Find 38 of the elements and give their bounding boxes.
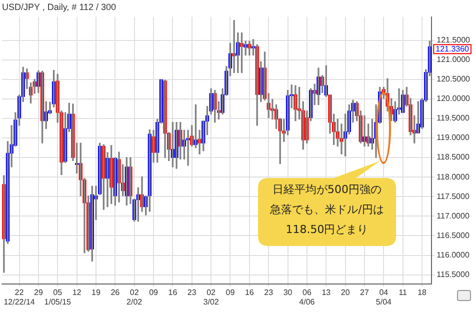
y-tick-label: 121.5000: [436, 35, 471, 44]
x-tick-label: 02 3/02: [203, 288, 220, 306]
y-tick-label: 118.0000: [436, 172, 470, 182]
y-tick-label: 120.5000: [436, 74, 471, 84]
x-tick-label: 27: [360, 288, 370, 297]
x-tick-label: 05 1/05/15: [44, 288, 72, 306]
x-tick-label: 23: [264, 288, 274, 297]
y-tick-label: 117.5000: [436, 192, 470, 201]
x-tick-label: 22 12/22/14: [4, 288, 36, 306]
x-tick-label: 11: [398, 288, 408, 297]
x-tick-label: 09: [149, 288, 159, 297]
y-tick-label: 120.0000: [436, 94, 471, 104]
x-tick-label: 23: [187, 288, 197, 297]
x-tick-label: 09: [226, 288, 236, 297]
x-tick-label: 18: [418, 288, 428, 297]
y-tick-label: 116.5000: [436, 230, 470, 240]
x-tick-label: 20: [340, 288, 350, 297]
x-tick-label: 13: [322, 288, 332, 297]
y-tick-label: 121.0000: [436, 55, 471, 64]
y-tick-label: 117.0000: [436, 211, 470, 220]
y-tick-label: 119.0000: [436, 133, 470, 142]
x-tick-label: 02 2/02: [126, 288, 143, 306]
x-tick-label: 04 5/04: [376, 288, 392, 306]
y-tick-label: 118.5000: [436, 152, 470, 162]
x-tick-label: 19: [92, 288, 101, 297]
text: 121.3360: [436, 44, 470, 54]
x-tick-label: 06 4/06: [299, 288, 316, 306]
y-tick-label: 115.5000: [436, 270, 470, 280]
x-tick-label: 16: [168, 288, 178, 297]
y-tick-label: 116.0000: [436, 250, 470, 260]
x-tick-label: 16: [244, 288, 254, 297]
x-tick-label: 29: [34, 288, 44, 297]
chart-title: USD/JPY , Daily, # 112 / 300: [2, 2, 116, 12]
y-tick-label: 119.5000: [436, 114, 470, 123]
x-tick-label: 30: [283, 288, 293, 297]
x-tick-label: 26: [110, 288, 120, 297]
x-tick-label: 12: [72, 288, 82, 297]
annotation: 日経平均が500円強の急落でも、米ドル/円は118.50円どまり: [269, 182, 385, 238]
